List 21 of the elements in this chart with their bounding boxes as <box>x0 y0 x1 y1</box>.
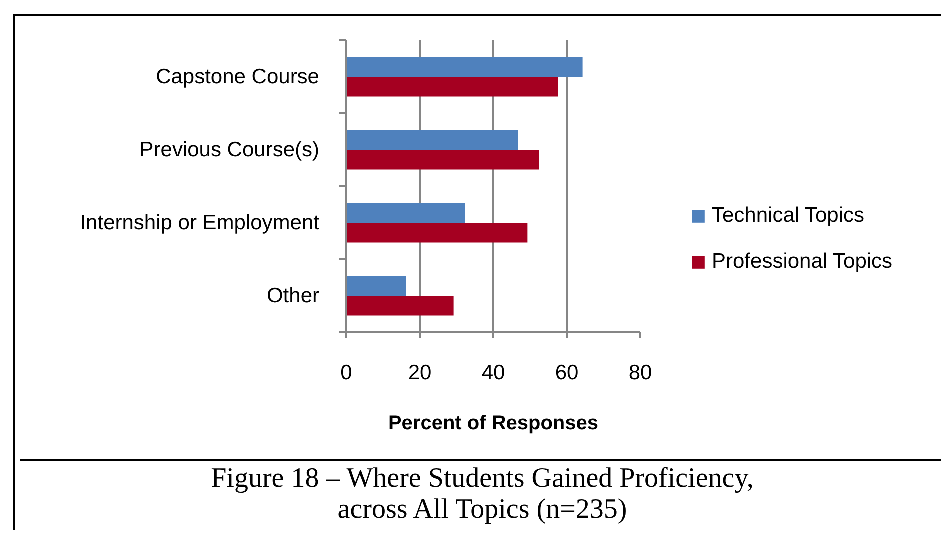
bar <box>346 57 583 77</box>
legend-label: Professional Topics <box>712 250 893 274</box>
legend-label: Technical Topics <box>712 204 865 228</box>
x-tick-label: 40 <box>482 362 506 384</box>
x-tick-label: 20 <box>408 362 432 384</box>
bar <box>346 296 454 316</box>
x-axis-title: Percent of Responses <box>388 412 599 434</box>
caption: Figure 18 – Where Students Gained Proficiency, across All Topics (n=235) <box>20 459 941 525</box>
bar <box>346 150 540 170</box>
x-tick-label: 80 <box>628 362 652 384</box>
x-tick-label: 60 <box>555 362 579 384</box>
bar <box>346 276 406 296</box>
bar <box>346 223 528 243</box>
bar <box>346 77 558 97</box>
bar <box>346 130 518 150</box>
y-tick-label: Other <box>266 284 320 308</box>
x-tick-label: 0 <box>340 362 352 384</box>
y-tick-label: Internship or Employment <box>80 212 320 234</box>
y-tick-label: Capstone Course <box>156 66 320 88</box>
bar <box>346 203 466 223</box>
y-tick-label: Previous Course(s) <box>140 138 320 162</box>
